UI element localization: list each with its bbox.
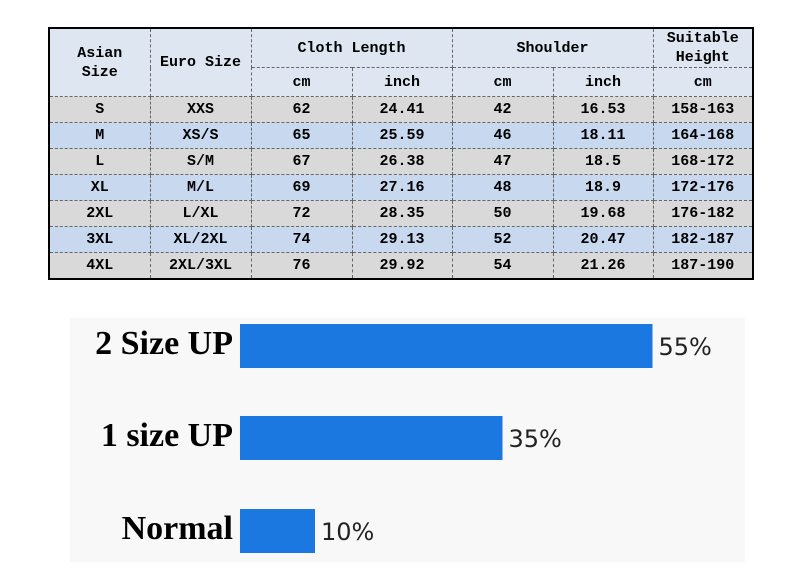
table-cell: 69 xyxy=(250,174,353,201)
table-cell: cm xyxy=(652,67,754,97)
table-cell: 48 xyxy=(451,174,554,201)
table-cell: 27.16 xyxy=(351,174,453,201)
table-cell: 16.53 xyxy=(552,96,654,123)
value-label: 10% xyxy=(321,518,374,546)
table-row: XL M/L 69 27.16 48 18.9 172-176 xyxy=(48,174,754,201)
header-row: Asian Size Euro Size Cloth Length Shoulder S… xyxy=(48,27,754,97)
table-cell: L/XL xyxy=(149,200,252,227)
table-cell: Asian Size xyxy=(48,27,151,97)
table-cell: inch xyxy=(351,67,453,97)
chart: 2 Size UP 55% 1 size UP 35% Normal 10% xyxy=(70,318,745,562)
table-cell: 29.13 xyxy=(351,226,453,253)
table-cell: 65 xyxy=(250,122,353,149)
table-cell: 47 xyxy=(451,148,554,175)
table-cell: 42 xyxy=(451,96,554,123)
table-cell: 62 xyxy=(250,96,353,123)
table-cell: 19.68 xyxy=(552,200,654,227)
table-cell: Shoulder xyxy=(451,27,654,68)
table-cell: Suitable Height xyxy=(652,27,754,68)
category-label: 1 size UP xyxy=(101,417,233,454)
table-cell: 172-176 xyxy=(652,174,754,201)
table-cell: XL/2XL xyxy=(149,226,252,253)
table-cell: 176-182 xyxy=(652,200,754,227)
table-row: S XXS 62 24.41 42 16.53 158-163 xyxy=(48,96,754,123)
table-cell: S/M xyxy=(149,148,252,175)
table-cell: 28.35 xyxy=(351,200,453,227)
table-cell: 25.59 xyxy=(351,122,453,149)
table-cell: Euro Size xyxy=(149,27,252,97)
table-cell: XS/S xyxy=(149,122,252,149)
table-row: 2XL L/XL 72 28.35 50 19.68 176-182 xyxy=(48,200,754,227)
table-cell: inch xyxy=(552,67,654,97)
table-cell: 46 xyxy=(451,122,554,149)
table-cell: 50 xyxy=(451,200,554,227)
table-cell: cm xyxy=(250,67,353,97)
table-cell: 52 xyxy=(451,226,554,253)
table-cell: M xyxy=(48,122,151,149)
table-cell: Cloth Length xyxy=(250,27,453,68)
table-cell: 67 xyxy=(250,148,353,175)
table-cell: cm xyxy=(451,67,554,97)
table-cell: 2XL/3XL xyxy=(149,252,252,280)
table-cell: L xyxy=(48,148,151,175)
table-cell: 164-168 xyxy=(652,122,754,149)
table-cell: 21.26 xyxy=(552,252,654,280)
subheader-row: cm inch cm inch cm xyxy=(49,67,754,97)
table-cell: 182-187 xyxy=(652,226,754,253)
table-cell: 72 xyxy=(250,200,353,227)
table-cell: 18.11 xyxy=(552,122,654,149)
table-cell: 158-163 xyxy=(652,96,754,123)
table-cell: 3XL xyxy=(48,226,151,253)
table-cell: 20.47 xyxy=(552,226,654,253)
bar xyxy=(240,324,653,368)
table-row: 3XL XL/2XL 74 29.13 52 20.47 182-187 xyxy=(48,226,754,253)
table-cell: 26.38 xyxy=(351,148,453,175)
table-cell: 24.41 xyxy=(351,96,453,123)
table-cell: XXS xyxy=(149,96,252,123)
table-cell: 54 xyxy=(451,252,554,280)
table-cell: 187-190 xyxy=(652,252,754,280)
table-cell: 4XL xyxy=(48,252,151,280)
table-cell: 2XL xyxy=(48,200,151,227)
table-cell: XL xyxy=(48,174,151,201)
bar xyxy=(240,416,503,460)
table-cell: 18.5 xyxy=(552,148,654,175)
size-table: Asian Size Euro Size Cloth Length Shoulder S… xyxy=(48,27,755,280)
table-cell: S xyxy=(48,96,151,123)
table-cell: 18.9 xyxy=(552,174,654,201)
bar xyxy=(240,509,315,553)
category-label: Normal xyxy=(122,510,233,547)
table-row: 4XL 2XL/3XL 76 29.92 54 21.26 187-190 xyxy=(48,252,754,280)
value-label: 35% xyxy=(509,425,562,453)
value-label: 55% xyxy=(659,333,712,361)
category-label: 2 Size UP xyxy=(95,325,233,362)
table-cell: M/L xyxy=(149,174,252,201)
table-cell: 76 xyxy=(250,252,353,280)
table-row: L S/M 67 26.38 47 18.5 168-172 xyxy=(48,148,754,175)
table-cell: 29.92 xyxy=(351,252,453,280)
table-row: M XS/S 65 25.59 46 18.11 164-168 xyxy=(48,122,754,149)
table-cell: 74 xyxy=(250,226,353,253)
table-cell: 168-172 xyxy=(652,148,754,175)
